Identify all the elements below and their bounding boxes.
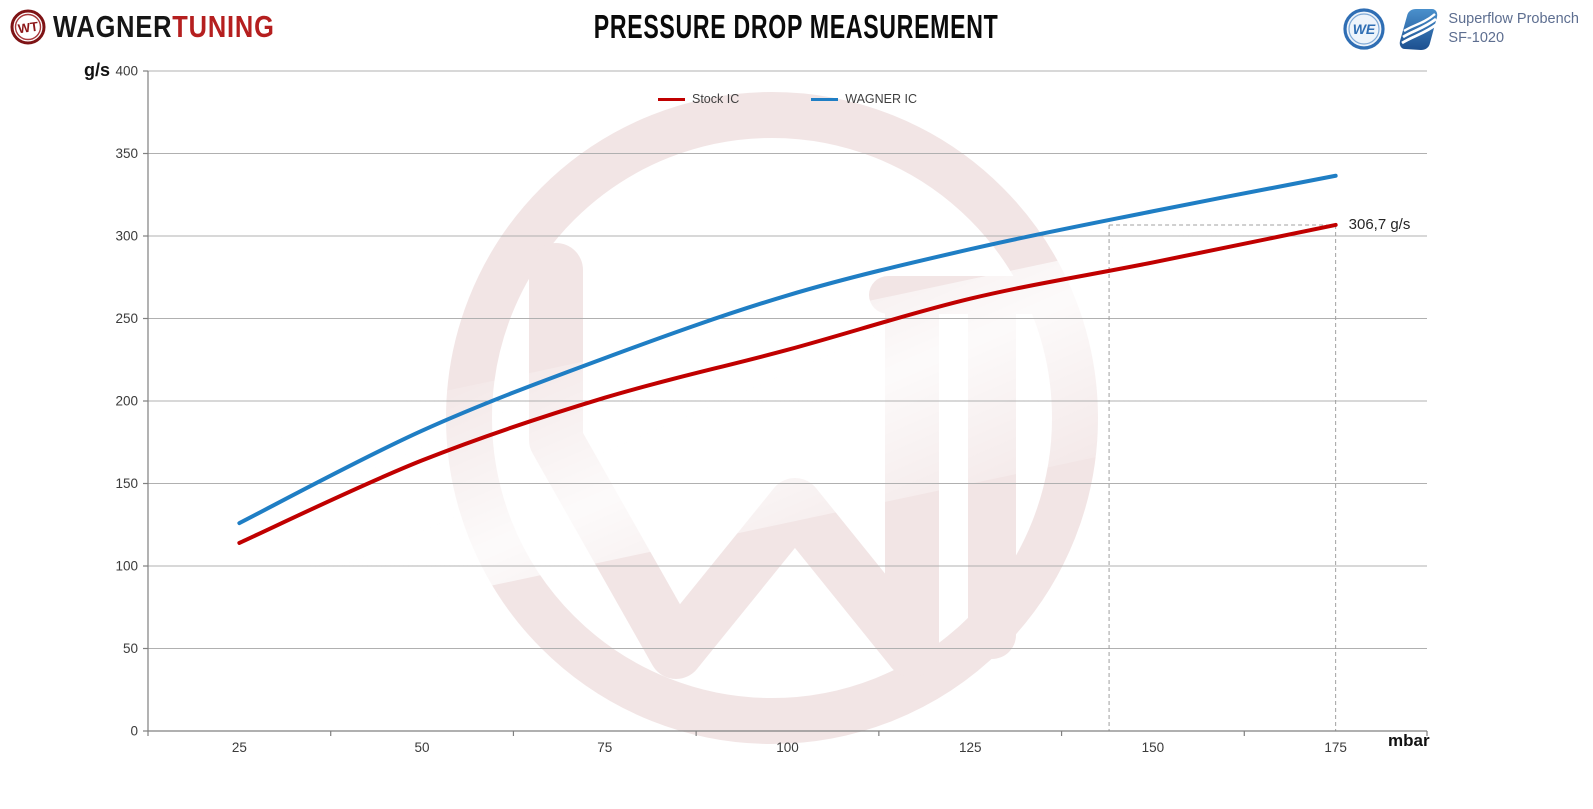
- wagner-wt-emblem-icon: WT: [10, 9, 46, 45]
- we-circle-logo-icon: WE: [1343, 8, 1386, 50]
- y-tick-label: 150: [115, 476, 138, 491]
- y-tick-label: 400: [115, 64, 138, 79]
- y-tick-label: 0: [130, 724, 138, 739]
- bench-model: SF-1020: [1448, 30, 1505, 46]
- wagner-tuning-logo: WT WAGNERTUNING: [10, 9, 323, 45]
- x-tick-label: 25: [232, 740, 247, 755]
- legend-item-stock-ic: Stock IC: [657, 92, 740, 106]
- legend-swatch: [811, 97, 839, 101]
- superflow-wave-logo-icon: [1400, 9, 1439, 50]
- legend-label: Stock IC: [691, 92, 740, 106]
- annotation-value-label: 306,7 g/s: [1349, 216, 1411, 233]
- legend-label: WAGNER IC: [845, 92, 917, 106]
- y-axis-unit-label: g/s: [84, 60, 111, 80]
- bench-name: Superflow Probench: [1448, 11, 1579, 28]
- bench-text: Superflow Probench SF-1020: [1448, 10, 1579, 47]
- y-tick-label: 250: [115, 311, 138, 326]
- series-line-stock-ic: [237, 222, 1338, 545]
- x-tick-label: 50: [415, 740, 430, 755]
- y-tick-label: 200: [115, 394, 138, 409]
- y-tick-label: 50: [123, 641, 138, 656]
- svg-text:WE: WE: [1353, 21, 1376, 37]
- chart-legend: Stock IC WAGNER IC: [148, 92, 1427, 106]
- x-tick-label: 100: [776, 740, 799, 755]
- legend-swatch: [657, 97, 685, 101]
- svg-text:WT: WT: [17, 19, 39, 37]
- brand-tuning-text: TUNING: [172, 9, 275, 44]
- test-bench-info: WE Superflow Probench SF-1020: [1342, 6, 1579, 52]
- brand-wagner-text: WAGNER: [53, 9, 173, 44]
- y-tick-label: 300: [115, 229, 138, 244]
- y-tick-label: 100: [115, 559, 138, 574]
- series-line-wagner-ic: [237, 173, 1338, 526]
- x-axis-unit-label: mbar: [1388, 731, 1430, 750]
- x-tick-label: 150: [1142, 740, 1165, 755]
- x-tick-label: 125: [959, 740, 982, 755]
- brand-wordmark: WAGNERTUNING: [53, 9, 275, 45]
- x-tick-label: 175: [1324, 740, 1347, 755]
- y-tick-label: 350: [115, 146, 138, 161]
- legend-item-wagner-ic: WAGNER IC: [811, 92, 917, 106]
- x-tick-label: 75: [597, 740, 612, 755]
